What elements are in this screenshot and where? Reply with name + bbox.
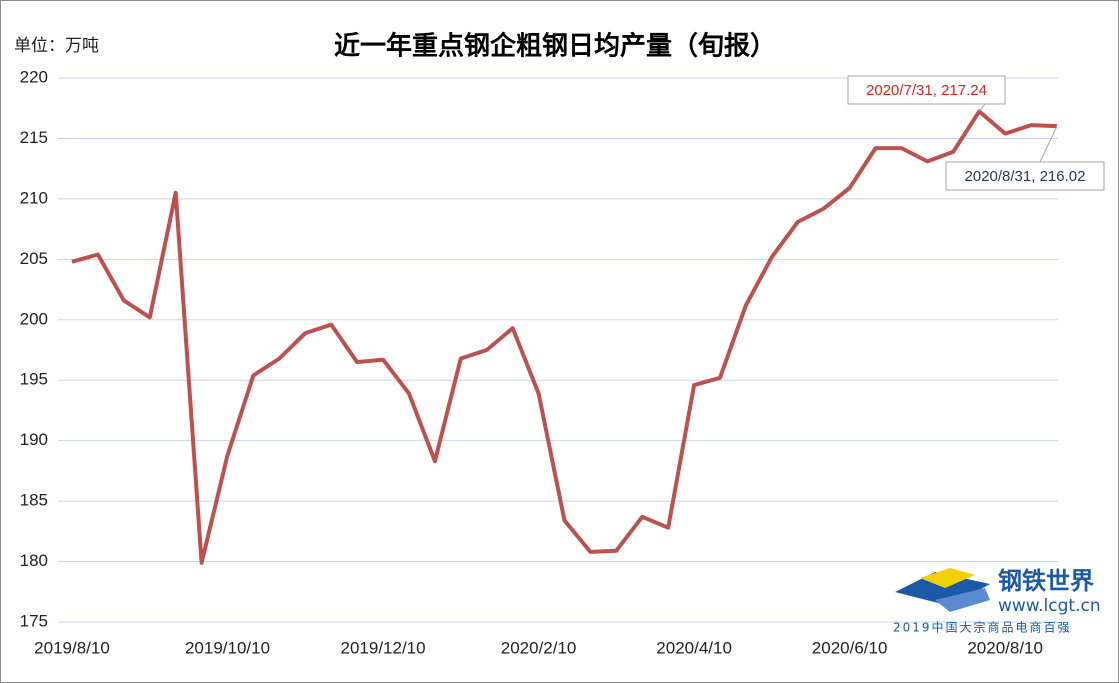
callout-box bbox=[945, 161, 1105, 191]
logo-shape bbox=[895, 572, 990, 606]
y-tick-label: 185 bbox=[20, 491, 48, 510]
grid bbox=[58, 77, 1058, 623]
chart-title: 近一年重点钢企粗钢日均产量（旬报） bbox=[334, 31, 776, 62]
line-series bbox=[71, 109, 1058, 565]
x-tick-label: 2019/10/10 bbox=[185, 638, 270, 657]
logo-url: www.lcgt.cn bbox=[998, 596, 1101, 616]
annotation: 2020/7/31, 217.24 bbox=[866, 82, 987, 99]
callout-leader bbox=[1039, 125, 1058, 163]
x-tick-label: 2019/8/10 bbox=[34, 638, 110, 657]
logo-shape bbox=[920, 568, 975, 588]
callout-box bbox=[847, 75, 1006, 105]
x-tick-label: 2020/6/10 bbox=[812, 638, 888, 657]
logo-name: 钢铁世界 bbox=[998, 567, 1094, 595]
logo: 钢铁世界 www.lcgt.cn 2019中国大宗商品电商百强 bbox=[893, 567, 1101, 635]
y-tick-label: 190 bbox=[20, 430, 48, 449]
y-tick-label: 220 bbox=[20, 67, 48, 86]
x-tick-label: 2019/12/10 bbox=[341, 638, 426, 657]
y-tick-label: 180 bbox=[20, 551, 48, 570]
annotation: 2020/8/31, 216.02 bbox=[965, 168, 1086, 185]
logo-shape bbox=[935, 588, 990, 612]
logo-tagline: 2019中国大宗商品电商百强 bbox=[893, 620, 1072, 635]
y-tick-label: 200 bbox=[20, 309, 48, 328]
x-tick-label: 2020/8/10 bbox=[967, 638, 1043, 657]
y-tick-label: 205 bbox=[20, 249, 48, 268]
y-tick-label: 195 bbox=[20, 370, 48, 389]
callout-leader bbox=[978, 103, 986, 112]
y-tick-label: 210 bbox=[20, 188, 48, 207]
y-tick-label: 175 bbox=[20, 611, 48, 630]
y-tick-label: 215 bbox=[20, 128, 48, 147]
unit-label: 单位：万吨 bbox=[14, 36, 99, 56]
x-tick-label: 2020/2/10 bbox=[501, 638, 577, 657]
x-tick-label: 2020/4/10 bbox=[656, 638, 732, 657]
